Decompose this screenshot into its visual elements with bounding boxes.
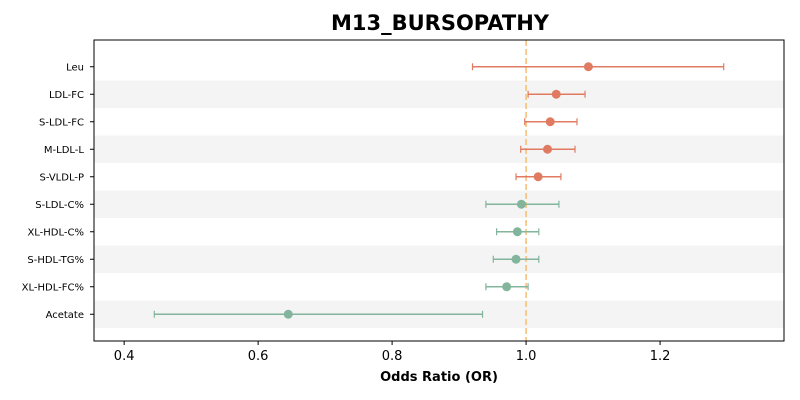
x-axis: 0.4 0.6 0.8 1.0 1.2 xyxy=(114,341,671,364)
row-band xyxy=(94,135,784,163)
x-axis-label: Odds Ratio (OR) xyxy=(380,370,498,385)
or-point xyxy=(516,199,526,209)
or-point xyxy=(543,144,553,154)
or-point xyxy=(512,227,522,237)
x-tick-label: 0.6 xyxy=(248,349,269,364)
chart-title: M13_BURSOPATHY xyxy=(331,11,550,35)
or-point xyxy=(545,117,555,127)
y-tick-label: S-HDL-TG% xyxy=(27,255,84,266)
y-axis: Leu LDL-FC S-LDL-FC M-LDL-L S-VLDL-P S-LDL-C%… xyxy=(22,62,94,321)
row-bands xyxy=(94,80,784,328)
y-tick-label: S-LDL-C% xyxy=(35,200,84,211)
row-band xyxy=(94,190,784,218)
or-point xyxy=(533,172,543,182)
or-point xyxy=(511,254,521,264)
row-band xyxy=(94,245,784,273)
y-tick-label: M-LDL-L xyxy=(44,145,85,156)
x-tick-label: 1.2 xyxy=(650,349,671,364)
x-tick-label: 0.8 xyxy=(382,349,403,364)
y-tick-label: XL-HDL-FC% xyxy=(22,282,84,293)
y-tick-label: S-VLDL-P xyxy=(39,172,84,183)
or-point xyxy=(502,282,512,292)
or-point xyxy=(551,89,561,99)
x-tick-label: 1.0 xyxy=(516,349,537,364)
x-tick-label: 0.4 xyxy=(114,349,135,364)
data-marks xyxy=(153,62,725,319)
plot-frame xyxy=(93,39,785,342)
y-tick-label: Leu xyxy=(66,62,84,73)
y-tick-label: XL-HDL-C% xyxy=(27,227,84,238)
row-band xyxy=(94,80,784,108)
y-tick-label: LDL-FC xyxy=(49,90,84,101)
or-point xyxy=(583,62,593,72)
y-tick-label: Acetate xyxy=(46,310,84,321)
or-point xyxy=(283,309,293,319)
y-tick-label: S-LDL-FC xyxy=(39,117,84,128)
